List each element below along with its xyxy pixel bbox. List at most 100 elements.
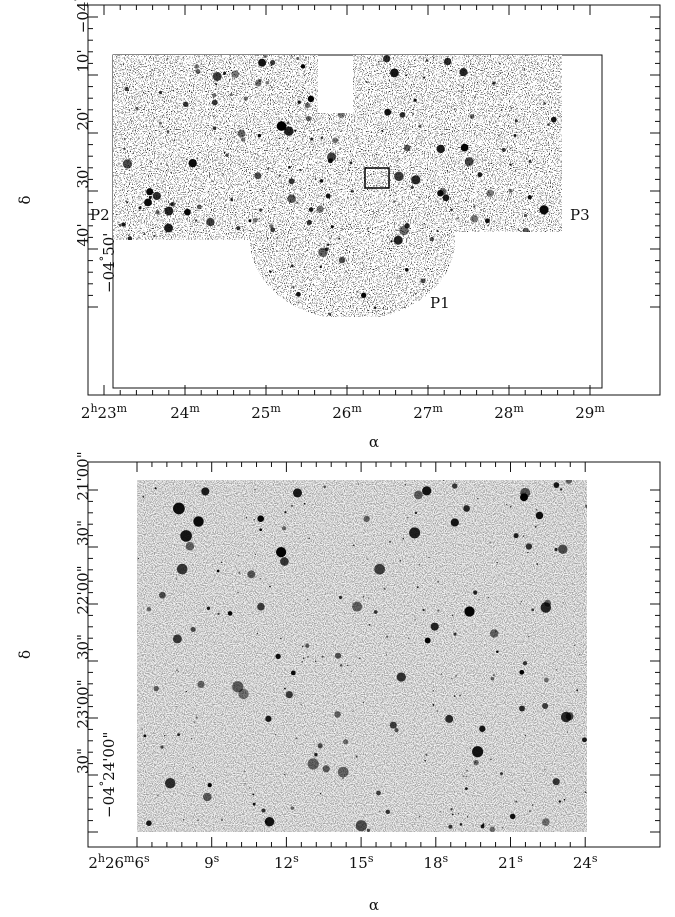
star <box>279 72 281 74</box>
star <box>544 247 550 253</box>
star <box>488 823 491 825</box>
star <box>307 656 309 658</box>
star <box>522 227 530 235</box>
star <box>418 816 421 818</box>
star <box>385 809 390 814</box>
star <box>245 259 250 265</box>
star <box>194 721 196 723</box>
star <box>282 526 287 531</box>
star <box>382 307 385 309</box>
star <box>527 252 532 257</box>
star <box>180 530 192 542</box>
star <box>496 650 499 654</box>
star <box>334 652 342 659</box>
star <box>322 89 324 91</box>
star <box>357 483 359 485</box>
star <box>442 194 450 202</box>
star <box>379 810 381 812</box>
star <box>192 766 194 769</box>
star <box>277 295 279 297</box>
field-label: P1 <box>430 294 450 312</box>
star <box>172 634 182 644</box>
star <box>448 288 450 290</box>
star <box>288 178 295 185</box>
star <box>173 502 185 515</box>
star <box>524 213 528 217</box>
star <box>303 74 306 76</box>
x-tick-label: 29m <box>575 402 605 423</box>
star <box>253 519 255 521</box>
star <box>292 285 295 289</box>
star <box>497 257 500 259</box>
star <box>545 262 547 264</box>
star <box>150 74 152 77</box>
star <box>137 557 140 560</box>
star <box>558 800 561 803</box>
star <box>339 664 343 667</box>
star <box>558 544 568 554</box>
star <box>307 758 319 770</box>
star <box>206 217 215 227</box>
star <box>338 595 343 599</box>
star <box>265 820 268 823</box>
star <box>294 129 297 132</box>
star <box>513 533 519 539</box>
star <box>528 635 530 638</box>
star <box>280 557 289 566</box>
star <box>355 820 367 832</box>
star <box>383 587 386 590</box>
star <box>322 765 330 773</box>
star <box>447 234 449 236</box>
star <box>498 115 501 118</box>
star <box>432 703 435 706</box>
star <box>325 183 327 185</box>
star <box>481 293 484 296</box>
star <box>127 236 133 241</box>
star <box>501 147 506 152</box>
star <box>286 148 288 150</box>
star <box>501 108 503 111</box>
star <box>404 223 410 229</box>
star <box>195 219 198 222</box>
star <box>448 824 453 829</box>
star <box>211 99 218 106</box>
star <box>269 270 272 273</box>
star <box>437 580 439 583</box>
star <box>245 516 248 519</box>
star <box>508 188 513 193</box>
star <box>282 310 287 316</box>
star <box>465 787 468 790</box>
star <box>325 247 329 251</box>
star <box>416 586 419 589</box>
star <box>269 585 271 588</box>
star <box>327 152 337 162</box>
star <box>224 315 227 317</box>
star <box>286 121 290 125</box>
star <box>278 137 281 140</box>
star <box>553 482 560 488</box>
star <box>229 78 231 80</box>
star <box>513 134 517 137</box>
star <box>542 703 549 709</box>
star <box>269 224 274 229</box>
star <box>536 167 538 169</box>
star <box>287 194 296 204</box>
star <box>428 556 430 559</box>
x-tick-label: 25m <box>251 402 281 423</box>
star <box>539 205 549 215</box>
star <box>460 143 469 152</box>
star <box>227 299 230 301</box>
star <box>424 637 431 644</box>
star <box>196 157 199 159</box>
star <box>130 300 133 303</box>
star <box>144 198 152 207</box>
star <box>489 244 492 247</box>
star <box>409 527 421 539</box>
star <box>323 246 325 248</box>
star <box>164 735 166 737</box>
star <box>546 285 548 288</box>
star <box>385 654 388 656</box>
star <box>418 564 420 566</box>
star <box>212 180 214 182</box>
star <box>361 292 367 298</box>
